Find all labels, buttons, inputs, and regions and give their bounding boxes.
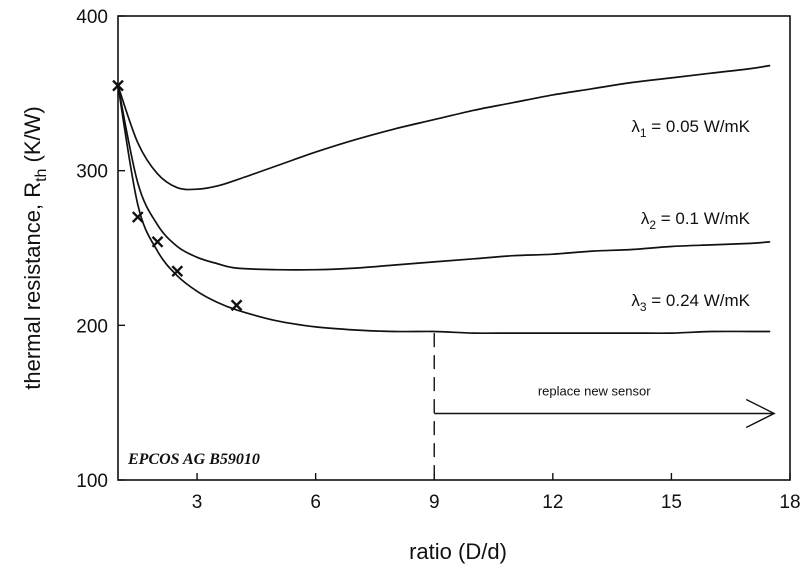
marker-stroke xyxy=(151,235,164,248)
plot-frame xyxy=(117,15,791,481)
measured-points xyxy=(112,79,243,312)
replace-arrow-head xyxy=(745,398,776,429)
y-axis-ticks: 100 200 300 400 xyxy=(76,7,125,492)
marker-stroke xyxy=(112,79,124,92)
replace-sensor-label: replace new sensor xyxy=(538,383,651,398)
curves xyxy=(117,64,771,335)
x-tick-label: 6 xyxy=(310,492,321,513)
series-label-lambda2: λ2 = 0.1 W/mK xyxy=(641,209,751,232)
annotations: replace new sensor EPCOS AG B59010 xyxy=(127,333,776,480)
series-line-lambda2 xyxy=(117,85,771,271)
measured-point-marker xyxy=(171,265,184,278)
marker-stroke xyxy=(230,299,243,312)
measured-point-marker xyxy=(131,211,144,223)
plot-border xyxy=(117,15,791,481)
series-label-lambda3: λ3 = 0.24 W/mK xyxy=(631,291,750,314)
marker-stroke xyxy=(131,211,144,223)
series-line-lambda3 xyxy=(117,85,771,335)
series-line-lambda1 xyxy=(117,64,771,191)
x-axis-label: ratio (D/d) xyxy=(409,539,507,564)
marker-stroke xyxy=(171,265,184,278)
measured-point-marker xyxy=(112,79,124,92)
x-tick-label: 18 xyxy=(779,492,800,513)
measured-point-marker xyxy=(230,299,243,312)
curve-labels: λ1 = 0.05 W/mK λ2 = 0.1 W/mK λ3 = 0.24 W/m… xyxy=(631,117,750,314)
x-tick-label: 9 xyxy=(429,492,440,513)
y-tick-label: 100 xyxy=(76,471,108,492)
x-tick-label: 15 xyxy=(661,492,682,513)
y-axis-label: thermal resistance, Rth (K/W) xyxy=(20,106,50,390)
x-tick-label: 12 xyxy=(542,492,563,513)
x-tick-label: 3 xyxy=(192,492,203,513)
y-tick-label: 300 xyxy=(76,162,108,183)
measured-point-marker xyxy=(151,235,164,248)
series-label-lambda1: λ1 = 0.05 W/mK xyxy=(631,117,750,140)
y-tick-label: 200 xyxy=(76,316,108,337)
y-tick-label: 400 xyxy=(76,7,108,28)
x-axis-ticks: 3 6 9 12 15 18 xyxy=(192,473,800,513)
credit-label: EPCOS AG B59010 xyxy=(127,451,260,468)
